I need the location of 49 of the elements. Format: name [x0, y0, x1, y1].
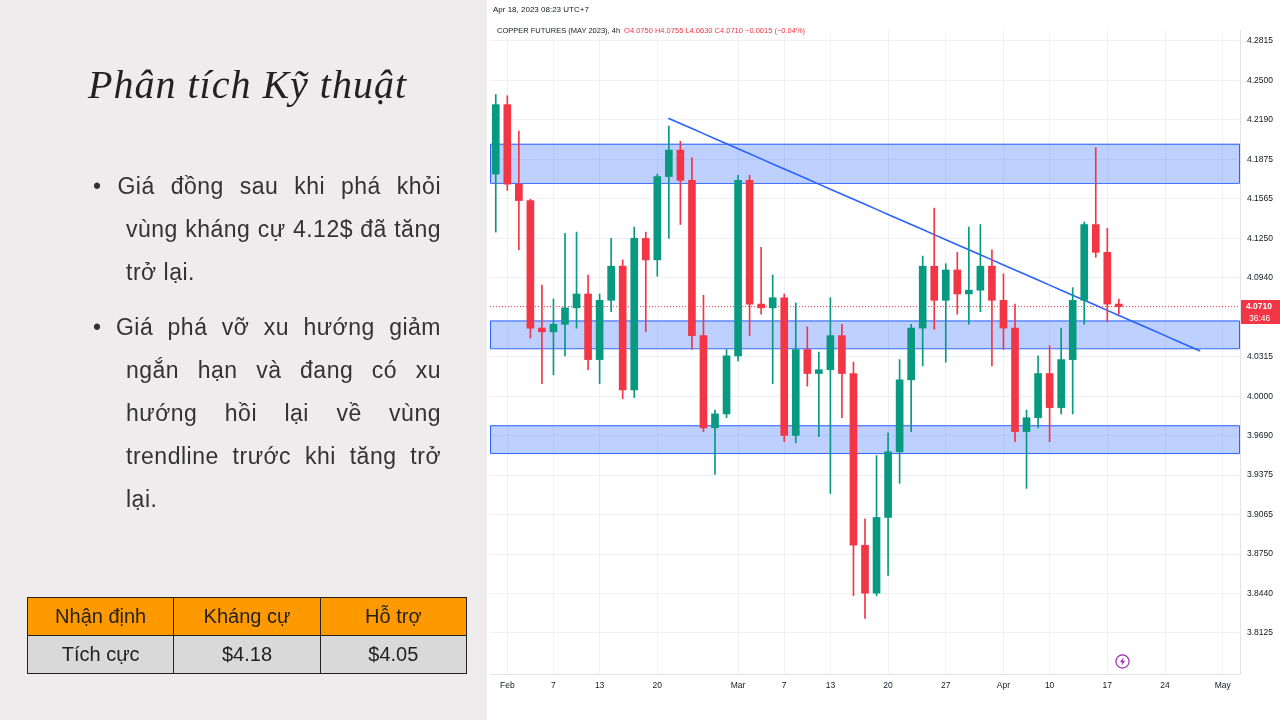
y-tick-label: 4.0940: [1247, 271, 1274, 282]
candlestick: [515, 130, 523, 251]
y-tick-label: 4.1875: [1247, 153, 1274, 164]
x-tick-label: 20: [652, 680, 663, 691]
category-label: Nhận định: [27, 597, 174, 636]
x-tick-label: 13: [825, 680, 836, 691]
text: • Giá đồng sau khi phá khỏi vùng kháng cự 4.12$ đã tăng trở lại.: [93, 172, 441, 287]
candlestick: [711, 409, 719, 475]
y-tick-label: 3.9375: [1247, 469, 1274, 480]
x-tick-label: Feb: [499, 680, 515, 691]
candlestick: [768, 274, 777, 384]
x-tick-label: 10: [1044, 680, 1055, 691]
y-tick-label: 3.8125: [1247, 627, 1274, 638]
candlestick: [1091, 147, 1100, 258]
y-tick-label: 4.1565: [1247, 192, 1274, 203]
text: Phân tích Kỹ thuật: [88, 61, 408, 109]
x-tick-label: 27: [941, 680, 951, 691]
x-tick-label: 24: [1160, 680, 1170, 691]
candlestick: [665, 125, 673, 239]
text: • Giá phá vỡ xu hướng giảm ngắn hạn và đang có xu hướng hồi lại về vùng trendline trước khi tăng trở lại.: [93, 313, 441, 514]
category-label: Kháng cự: [173, 597, 321, 636]
x-tick-label: 20: [883, 680, 894, 691]
category-label: Hỗ trợ: [320, 597, 467, 636]
text: Apr 18, 2023 08:23 UTC+7: [493, 5, 589, 14]
x-tick-label: Apr: [996, 680, 1011, 691]
y-tick-label: 4.2190: [1247, 114, 1274, 125]
x-tick-label: 17: [1102, 680, 1113, 691]
text: Tích cực: [27, 635, 174, 674]
candlestick: [965, 226, 973, 325]
text: $4.18: [173, 635, 321, 674]
x-tick-label: 7: [781, 680, 787, 691]
annotation: 36:46: [1249, 313, 1271, 324]
x-tick-label: 7: [551, 680, 557, 691]
ref-line-label: 4.0710: [1246, 301, 1273, 312]
text: $4.05: [320, 635, 467, 674]
y-tick-label: 3.9065: [1247, 508, 1274, 519]
y-tick-label: 4.1250: [1247, 232, 1274, 243]
y-tick-label: 3.9690: [1247, 429, 1274, 440]
y-tick-label: 3.8750: [1247, 548, 1274, 559]
y-tick-label: 4.0315: [1247, 350, 1274, 361]
y-tick-label: 4.2815: [1247, 35, 1274, 46]
y-tick-label: 4.2500: [1247, 74, 1274, 85]
x-tick-label: Mar: [730, 680, 746, 691]
x-tick-label: 13: [594, 680, 605, 691]
x-tick-label: May: [1214, 680, 1232, 691]
y-tick-label: 4.0000: [1247, 390, 1274, 401]
candlestick: [561, 233, 569, 357]
candlestick: [815, 351, 823, 437]
y-tick-label: 3.8440: [1247, 587, 1274, 598]
